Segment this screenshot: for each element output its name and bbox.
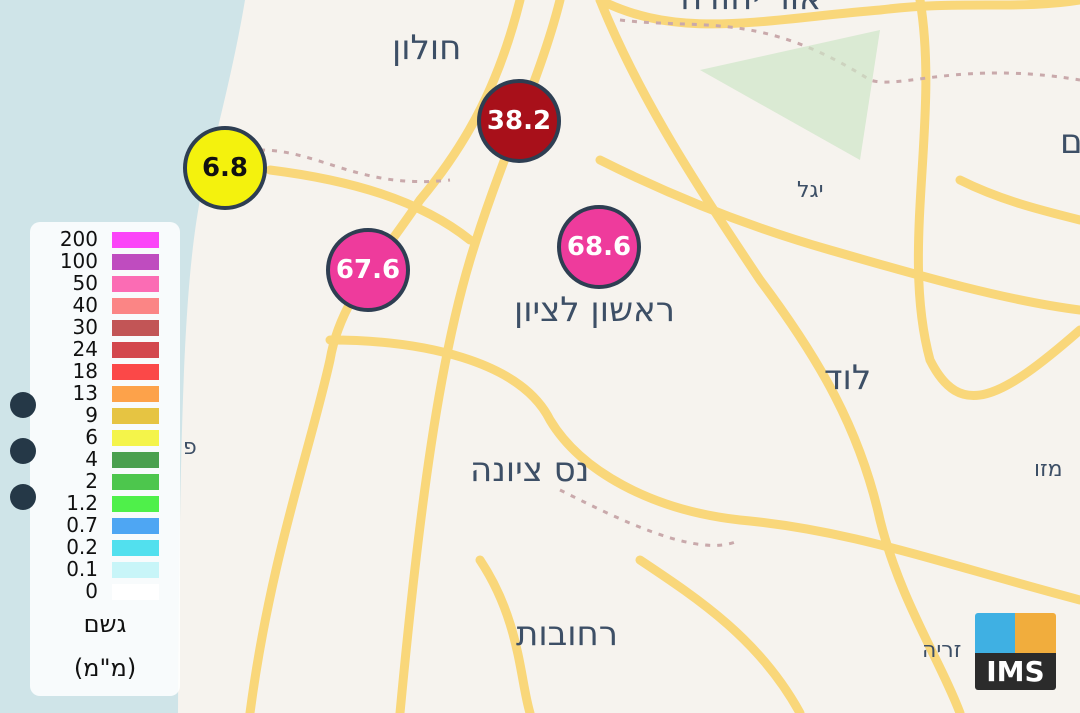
- road: [955, 175, 1080, 225]
- legend-swatch: [112, 364, 159, 380]
- legend-swatch: [112, 276, 159, 292]
- legend-swatch: [112, 452, 159, 468]
- legend-value: 0.7: [66, 513, 98, 537]
- legend-row: 50: [30, 272, 180, 294]
- place-label: נס ציונה: [470, 450, 590, 490]
- airport-area: [700, 30, 880, 160]
- legend-swatch: [112, 342, 159, 358]
- rain-legend: גשם (מ"מ) 200 100 50 40 30 24 18 13 9 6 4 2 1.2 0.7 0.…: [30, 222, 180, 696]
- legend-row: 0.1: [30, 558, 180, 580]
- legend-swatch: [112, 430, 159, 446]
- legend-row: 2: [30, 470, 180, 492]
- legend-swatch: [112, 474, 159, 490]
- legend-value: 4: [85, 447, 98, 471]
- legend-value: 200: [59, 227, 98, 251]
- legend-row: 18: [30, 360, 180, 382]
- legend-value: 0.1: [66, 557, 98, 581]
- legend-row: 0.7: [30, 514, 180, 536]
- legend-value: 18: [72, 359, 98, 383]
- legend-row: 13: [30, 382, 180, 404]
- place-label: מזו: [1034, 457, 1063, 482]
- legend-value: 13: [72, 381, 98, 405]
- rain-cloud-icon: [975, 613, 1015, 653]
- ims-logo: IMS: [975, 613, 1056, 690]
- station-marker[interactable]: 68.6: [557, 205, 641, 289]
- legend-value: 24: [72, 337, 98, 361]
- legend-row: 6: [30, 426, 180, 448]
- road: [913, 0, 1080, 401]
- legend-value: 0: [85, 579, 98, 603]
- legend-value: 50: [72, 271, 98, 295]
- logo-text: IMS: [975, 653, 1056, 690]
- place-label: לוד: [824, 358, 872, 398]
- legend-value: 2: [85, 469, 98, 493]
- place-label: אור יהודה: [680, 0, 822, 18]
- legend-row: 0: [30, 580, 180, 602]
- map-control-dot[interactable]: [10, 484, 36, 510]
- legend-swatch: [112, 254, 159, 270]
- legend-row: 0.2: [30, 536, 180, 558]
- legend-row: 100: [30, 250, 180, 272]
- station-marker[interactable]: 67.6: [326, 228, 410, 312]
- road: [595, 0, 1080, 29]
- place-label: ם: [1060, 122, 1080, 162]
- place-label: פ: [183, 435, 197, 460]
- legend-value: 6: [85, 425, 98, 449]
- legend-swatch: [112, 562, 159, 578]
- legend-row: 9: [30, 404, 180, 426]
- legend-value: 100: [59, 249, 98, 273]
- legend-value: 40: [72, 293, 98, 317]
- legend-value: 0.2: [66, 535, 98, 559]
- road: [635, 555, 805, 713]
- legend-row: 40: [30, 294, 180, 316]
- legend-swatch: [112, 518, 159, 534]
- road: [475, 555, 535, 713]
- station-marker[interactable]: 6.8: [183, 126, 267, 210]
- place-label: ראשון לציון: [514, 290, 675, 330]
- legend-value: 9: [85, 403, 98, 427]
- legend-title: גשם: [83, 610, 127, 638]
- place-label: יגל: [797, 178, 824, 203]
- legend-row: 4: [30, 448, 180, 470]
- legend-swatch: [112, 540, 159, 556]
- road: [595, 155, 1080, 315]
- place-label: חולון: [392, 28, 462, 68]
- legend-swatch: [112, 496, 159, 512]
- legend-value: 1.2: [66, 491, 98, 515]
- road: [325, 335, 1080, 605]
- place-label: רחובות: [516, 614, 618, 654]
- border-line: [259, 148, 451, 184]
- legend-swatch: [112, 584, 159, 600]
- sun-icon: [1015, 613, 1056, 653]
- legend-swatch: [112, 298, 159, 314]
- road: [265, 165, 475, 245]
- place-label: זריה: [922, 638, 962, 663]
- map-control-dot[interactable]: [10, 392, 36, 418]
- legend-row: 30: [30, 316, 180, 338]
- legend-row: 200: [30, 228, 180, 250]
- legend-row: 1.2: [30, 492, 180, 514]
- legend-swatch: [112, 232, 159, 248]
- legend-swatch: [112, 408, 159, 424]
- road: [595, 0, 965, 713]
- border-line: [559, 488, 741, 547]
- legend-value: 30: [72, 315, 98, 339]
- map-control-dot[interactable]: [10, 438, 36, 464]
- legend-unit: (מ"מ): [73, 654, 137, 682]
- legend-swatch: [112, 386, 159, 402]
- legend-row: 24: [30, 338, 180, 360]
- station-marker[interactable]: 38.2: [477, 79, 561, 163]
- legend-swatch: [112, 320, 159, 336]
